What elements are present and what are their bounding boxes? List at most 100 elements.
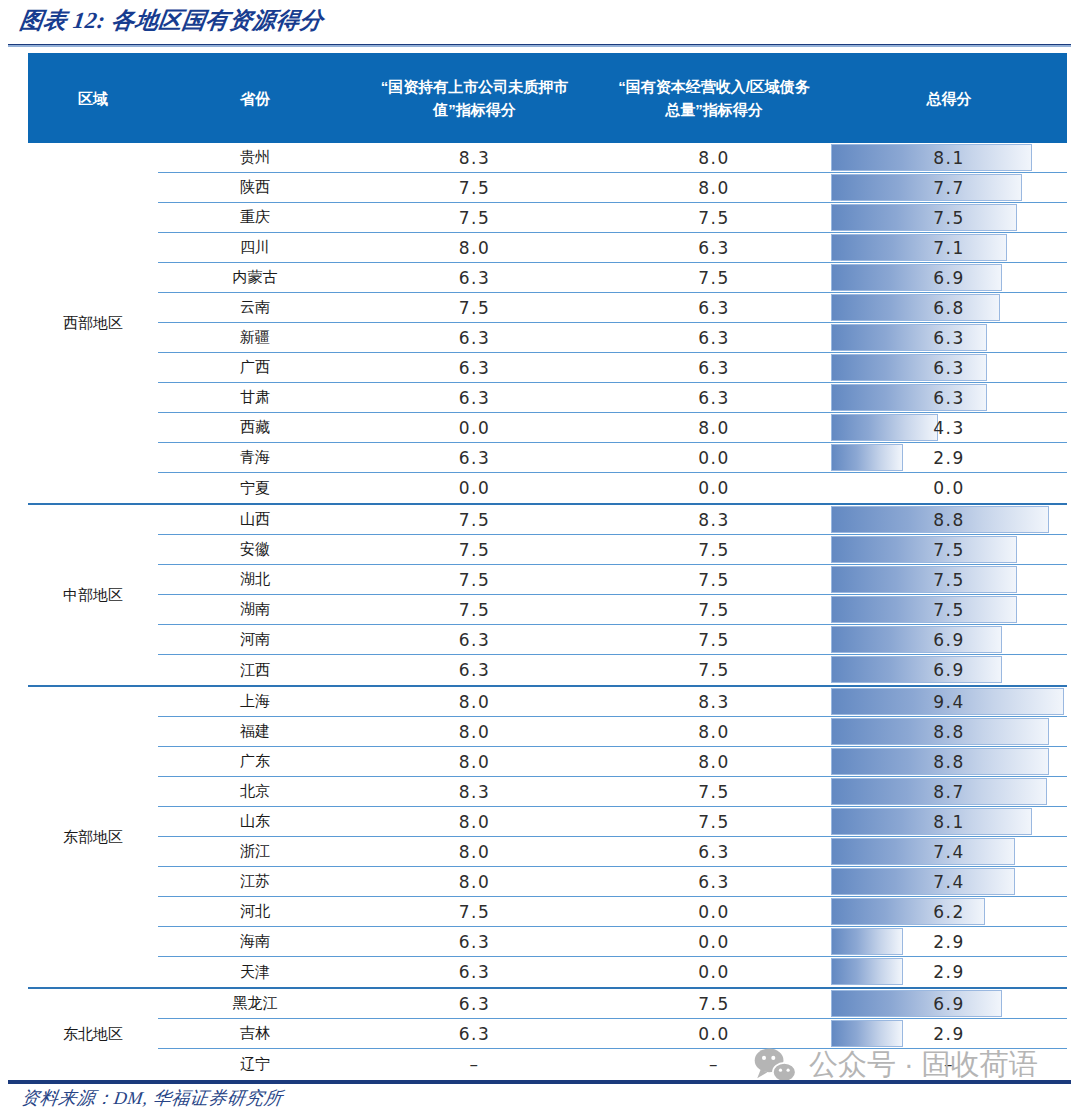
indicator1-score-cell: 6.3 — [352, 448, 597, 468]
indicator2-score-cell: 0.0 — [597, 478, 831, 498]
column-header-3: “国有资本经营收入/区域债务 总量”指标得分 — [597, 75, 831, 121]
province-cell: 北京 — [158, 782, 352, 801]
region-group: 西部地区贵州8.38.08.1陕西7.58.07.7重庆7.57.57.5四川8… — [28, 143, 1067, 505]
total-score-cell: 7.4 — [831, 837, 1067, 866]
indicator2-score-cell: 0.0 — [597, 1024, 831, 1044]
indicator1-score-cell: 8.0 — [352, 238, 597, 258]
indicator1-score-cell: 7.5 — [352, 600, 597, 620]
total-score-bar — [831, 204, 1017, 231]
figure-title: 图表 12: 各地区国有资源得分 — [18, 5, 326, 36]
watermark: 公众号 · 固收荷语 — [753, 1045, 1038, 1085]
province-cell: 湖南 — [158, 600, 352, 619]
table-row: 重庆7.57.57.5 — [158, 203, 1067, 233]
total-score-cell: 7.4 — [831, 867, 1067, 896]
total-score-cell: 6.3 — [831, 353, 1067, 382]
column-header-1: 省份 — [158, 87, 352, 110]
total-score-bar — [831, 838, 1015, 865]
total-score-value: 0.0 — [933, 478, 965, 498]
table-row: 黑龙江6.37.56.9 — [158, 989, 1067, 1019]
total-score-cell: 7.5 — [831, 595, 1067, 624]
province-cell: 河北 — [158, 902, 352, 921]
province-cell: 云南 — [158, 298, 352, 317]
title-rule — [8, 44, 1071, 47]
total-score-cell: 2.9 — [831, 927, 1067, 956]
total-score-bar — [831, 656, 1002, 683]
total-score-cell: 9.4 — [831, 687, 1067, 716]
indicator1-score-cell: 6.3 — [352, 358, 597, 378]
indicator1-score-cell: 0.0 — [352, 478, 597, 498]
indicator1-score-cell: 7.5 — [352, 208, 597, 228]
column-header-0: 区域 — [28, 87, 158, 110]
total-score-cell: 2.9 — [831, 443, 1067, 472]
total-score-bar — [831, 414, 938, 441]
indicator2-score-cell: 8.3 — [597, 510, 831, 530]
province-cell: 河南 — [158, 630, 352, 649]
region-cell: 中部地区 — [28, 505, 158, 685]
indicator1-score-cell: 7.5 — [352, 540, 597, 560]
province-cell: 江苏 — [158, 872, 352, 891]
indicator2-score-cell: 7.5 — [597, 600, 831, 620]
source-note: 资料来源：DM, 华福证券研究所 — [20, 1086, 284, 1110]
province-cell: 山东 — [158, 812, 352, 831]
total-score-value: 8.8 — [933, 752, 965, 772]
total-score-value: 7.1 — [933, 238, 965, 258]
total-score-value: 6.9 — [933, 660, 965, 680]
total-score-cell: 6.8 — [831, 293, 1067, 322]
indicator1-score-cell: 8.0 — [352, 722, 597, 742]
indicator2-score-cell: 8.3 — [597, 692, 831, 712]
province-cell: 青海 — [158, 448, 352, 467]
total-score-value: 6.9 — [933, 268, 965, 288]
indicator1-score-cell: 7.5 — [352, 570, 597, 590]
total-score-bar — [831, 536, 1017, 563]
indicator2-score-cell: 7.5 — [597, 570, 831, 590]
province-cell: 辽宁 — [158, 1055, 352, 1074]
province-cell: 江西 — [158, 661, 352, 680]
indicator1-score-cell: 8.3 — [352, 782, 597, 802]
province-cell: 广西 — [158, 358, 352, 377]
total-score-value: 6.3 — [933, 358, 965, 378]
province-cell: 内蒙古 — [158, 268, 352, 287]
province-cell: 吉林 — [158, 1024, 352, 1043]
total-score-cell: 6.3 — [831, 323, 1067, 352]
total-score-bar — [831, 174, 1022, 201]
total-score-cell: 6.9 — [831, 655, 1067, 685]
total-score-bar — [831, 1020, 903, 1047]
total-score-value: 8.8 — [933, 510, 965, 530]
total-score-value: 6.9 — [933, 630, 965, 650]
indicator1-score-cell: 7.5 — [352, 298, 597, 318]
province-cell: 黑龙江 — [158, 994, 352, 1013]
total-score-cell: 6.3 — [831, 383, 1067, 412]
region-cell: 东部地区 — [28, 687, 158, 987]
indicator1-score-cell: 7.5 — [352, 510, 597, 530]
indicator2-score-cell: 8.0 — [597, 418, 831, 438]
indicator1-score-cell: 6.3 — [352, 932, 597, 952]
indicator1-score-cell: 8.0 — [352, 752, 597, 772]
province-cell: 西藏 — [158, 418, 352, 437]
indicator2-score-cell: 7.5 — [597, 268, 831, 288]
indicator2-score-cell: 0.0 — [597, 962, 831, 982]
table-row: 江苏8.06.37.4 — [158, 867, 1067, 897]
total-score-value: 7.5 — [933, 208, 965, 228]
total-score-value: 2.9 — [933, 932, 965, 952]
table-row: 云南7.56.36.8 — [158, 293, 1067, 323]
province-cell: 上海 — [158, 692, 352, 711]
indicator1-score-cell: 8.0 — [352, 872, 597, 892]
total-score-value: 7.4 — [933, 842, 965, 862]
province-cell: 浙江 — [158, 842, 352, 861]
indicator2-score-cell: 0.0 — [597, 448, 831, 468]
total-score-value: 7.5 — [933, 540, 965, 560]
indicator2-score-cell: 6.3 — [597, 388, 831, 408]
region-group: 中部地区山西7.58.38.8安徽7.57.57.5湖北7.57.57.5湖南7… — [28, 505, 1067, 687]
indicator1-score-cell: – — [352, 1054, 597, 1074]
total-score-bar — [831, 234, 1007, 261]
table-row: 河北7.50.06.2 — [158, 897, 1067, 927]
total-score-bar — [831, 928, 903, 955]
total-score-cell: 7.5 — [831, 203, 1067, 232]
province-cell: 安徽 — [158, 540, 352, 559]
indicator2-score-cell: 7.5 — [597, 660, 831, 680]
province-cell: 山西 — [158, 510, 352, 529]
total-score-cell: 6.9 — [831, 989, 1067, 1018]
indicator1-score-cell: 6.3 — [352, 962, 597, 982]
indicator1-score-cell: 7.5 — [352, 902, 597, 922]
indicator2-score-cell: 6.3 — [597, 238, 831, 258]
